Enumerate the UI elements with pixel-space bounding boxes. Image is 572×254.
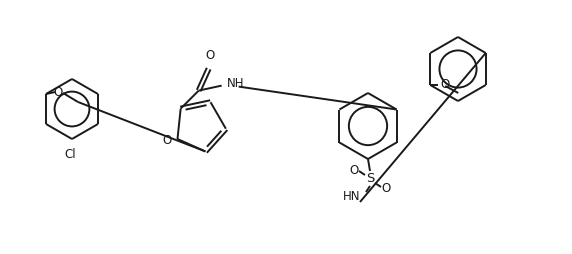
- Text: S: S: [366, 172, 374, 185]
- Text: HN: HN: [343, 190, 360, 203]
- Text: O: O: [349, 164, 359, 177]
- Text: O: O: [382, 182, 391, 195]
- Text: O: O: [440, 78, 450, 91]
- Text: O: O: [205, 49, 214, 62]
- Text: Cl: Cl: [64, 148, 76, 161]
- Text: O: O: [53, 86, 63, 99]
- Text: NH: NH: [227, 77, 244, 90]
- Text: O: O: [162, 135, 172, 148]
